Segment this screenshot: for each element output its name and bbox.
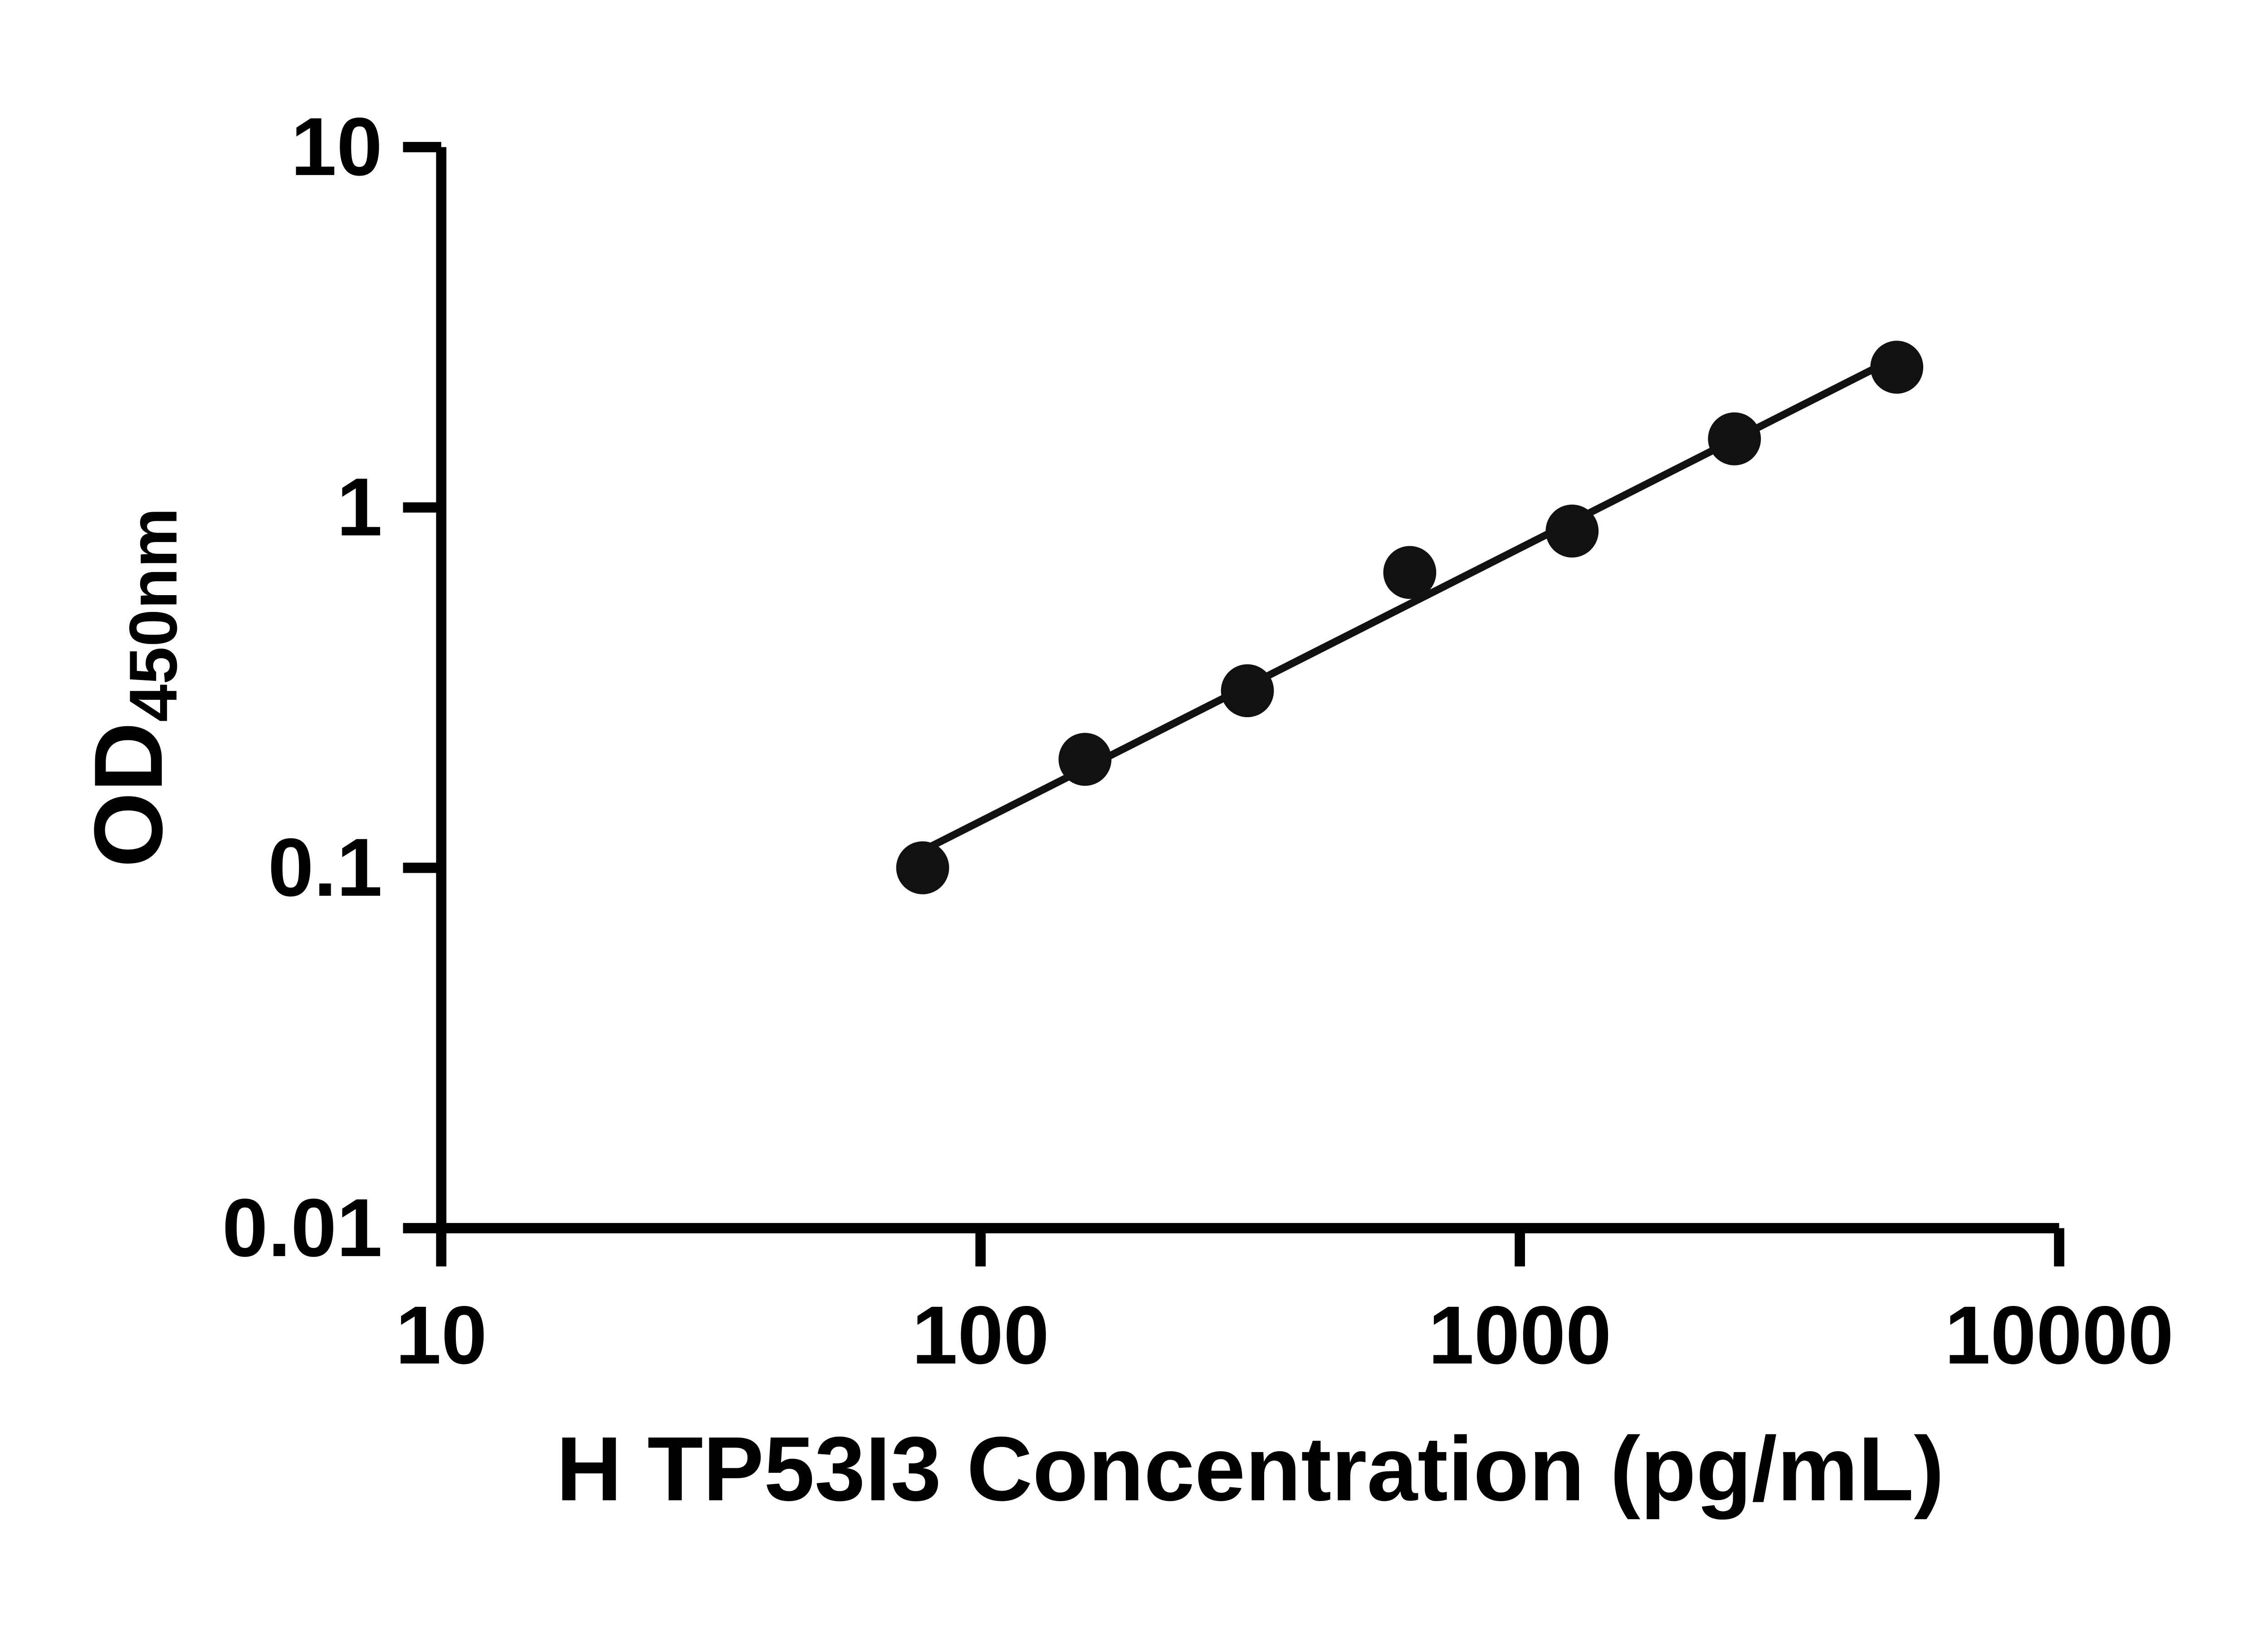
- data-point: [1221, 664, 1274, 718]
- x-tick-label: 100: [912, 1290, 1049, 1381]
- data-point: [1708, 412, 1761, 465]
- x-tick-label: 10: [396, 1290, 487, 1381]
- elisa-standard-curve-figure: 10 100 1000 10000 0.01 0.1 1 10 H TP53I3 Concent…: [74, 101, 2174, 1520]
- x-tick-label: 10000: [1945, 1290, 2174, 1381]
- y-tick-label: 0.01: [222, 1182, 382, 1274]
- data-point: [1058, 733, 1112, 786]
- y-tick-label: 1: [337, 461, 382, 553]
- data-point: [896, 841, 949, 895]
- y-tick-label: 0.1: [268, 822, 382, 914]
- y-tick-label: 10: [291, 101, 382, 193]
- data-point: [1870, 341, 1924, 394]
- x-axis-title: H TP53I3 Concentration (pg/mL): [556, 1418, 1944, 1520]
- x-tick-label: 1000: [1428, 1290, 1612, 1381]
- standard-curve-chart: 10 100 1000 10000 0.01 0.1 1 10 H TP53I3 Concent…: [74, 101, 2174, 1520]
- y-axis-title: OD450nm: [74, 508, 191, 868]
- data-point: [1383, 546, 1437, 599]
- data-point: [1545, 504, 1599, 558]
